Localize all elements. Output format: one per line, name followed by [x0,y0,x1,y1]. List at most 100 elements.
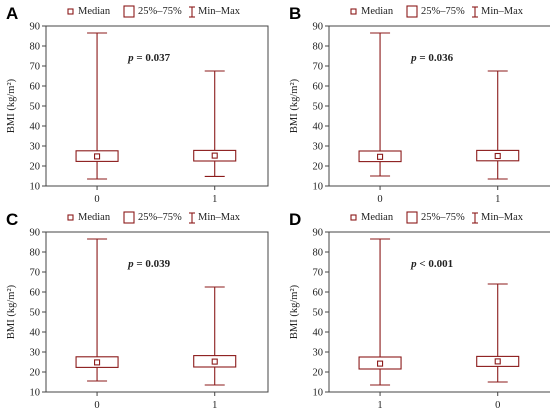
y-tick-label: 50 [313,308,324,319]
y-tick-label: 30 [313,142,324,153]
y-tick-label: 90 [30,228,41,239]
median-marker [211,152,218,159]
median-marker [377,360,384,367]
y-tick-label: 60 [313,288,324,299]
x-tick-label: 0 [495,400,500,409]
y-tick-label: 10 [313,182,324,193]
plot-frame [45,231,269,393]
legend-range-label: Min–Max [198,212,241,223]
panel-letter: B [289,4,301,23]
p-value: = 0.037 [134,52,171,64]
legend-iqr-marker [123,211,135,224]
y-axis-label: BMI (kg/m²) [6,78,17,133]
p-value-annotation: p = 0.037 [127,52,171,64]
y-tick-label: 80 [313,42,324,53]
y-tick-label: 10 [313,388,324,399]
p-symbol: p [410,258,417,270]
legend-median-label: Median [361,212,394,223]
legend: Median 25%–75% Min–Max [350,211,524,224]
median-marker [94,153,101,160]
p-value: = 0.039 [134,258,171,270]
chart-panel-d: D Median 25%–75% Min–Max102030405060708090B… [289,210,550,409]
panel-letter: A [6,4,18,23]
y-tick-label: 50 [313,102,324,113]
box-0 [75,238,119,382]
y-tick-label: 50 [30,102,41,113]
panel-letter: D [289,210,301,229]
y-tick-label: 20 [313,368,324,379]
y-tick-label: 80 [30,248,41,259]
y-tick-label: 60 [30,82,41,93]
p-symbol: p [127,258,134,270]
legend-iqr-marker [406,211,418,224]
y-axis-label: BMI (kg/m²) [6,284,17,339]
legend-median-marker [350,8,357,15]
y-tick-label: 90 [30,22,41,33]
y-tick-label: 40 [313,328,324,339]
iqr-box [75,356,119,368]
median-marker [494,358,501,365]
legend-iqr-marker [123,5,135,18]
box-1 [193,286,237,386]
legend-median-marker [350,214,357,221]
legend-range-label: Min–Max [198,6,241,17]
legend-median-marker [67,8,74,15]
plot-frame [45,25,269,187]
y-tick-label: 90 [313,228,324,239]
iqr-box [476,355,520,367]
p-value: = 0.036 [417,52,454,64]
legend-iqr-marker [406,5,418,18]
median-marker [94,359,101,366]
p-symbol: p [127,52,134,64]
legend-iqr-label: 25%–75% [421,212,465,223]
y-tick-label: 60 [313,82,324,93]
p-symbol: p [410,52,417,64]
legend: Median 25%–75% Min–Max [67,5,241,18]
x-tick-label: 1 [212,400,217,409]
legend-median-label: Median [78,212,111,223]
box-0 [358,32,402,177]
iqr-box [476,149,520,162]
legend-iqr-label: 25%–75% [421,6,465,17]
legend: Median 25%–75% Min–Max [350,5,524,18]
legend: Median 25%–75% Min–Max [67,211,241,224]
x-tick-label: 0 [377,194,382,205]
iqr-box [358,356,402,370]
median-marker [211,358,218,365]
iqr-box [358,150,402,163]
y-tick-label: 80 [30,42,41,53]
legend-median-marker [67,214,74,221]
legend-iqr-label: 25%–75% [138,212,182,223]
y-tick-label: 10 [30,182,41,193]
iqr-box [193,149,237,162]
y-tick-label: 80 [313,248,324,259]
y-tick-label: 30 [30,142,41,153]
iqr-box [193,355,237,368]
box-0 [75,32,119,180]
p-value: < 0.001 [417,258,454,270]
y-tick-label: 40 [30,328,41,339]
y-tick-label: 90 [313,22,324,33]
y-tick-label: 20 [313,162,324,173]
y-tick-label: 40 [313,122,324,133]
y-tick-label: 30 [30,348,41,359]
y-tick-label: 40 [30,122,41,133]
y-tick-label: 70 [313,268,324,279]
y-axis-label: BMI (kg/m²) [289,78,300,133]
p-value-annotation: p = 0.036 [410,52,454,64]
x-tick-label: 0 [94,400,99,409]
legend-median-label: Median [361,6,394,17]
legend-range-label: Min–Max [481,6,524,17]
box-1 [476,70,520,180]
box-1 [358,238,402,386]
panel-letter: C [6,210,18,229]
p-value-annotation: p < 0.001 [410,258,453,270]
chart-panel-a: A Median 25%–75% Min–Max102030405060708090B… [6,4,269,205]
median-marker [494,152,501,160]
y-tick-label: 70 [30,268,41,279]
y-tick-label: 60 [30,288,41,299]
y-tick-label: 50 [30,308,41,319]
y-tick-label: 70 [30,62,41,73]
chart-panel-b: B Median 25%–75% Min–Max102030405060708090B… [289,4,550,205]
x-tick-label: 0 [94,194,99,205]
